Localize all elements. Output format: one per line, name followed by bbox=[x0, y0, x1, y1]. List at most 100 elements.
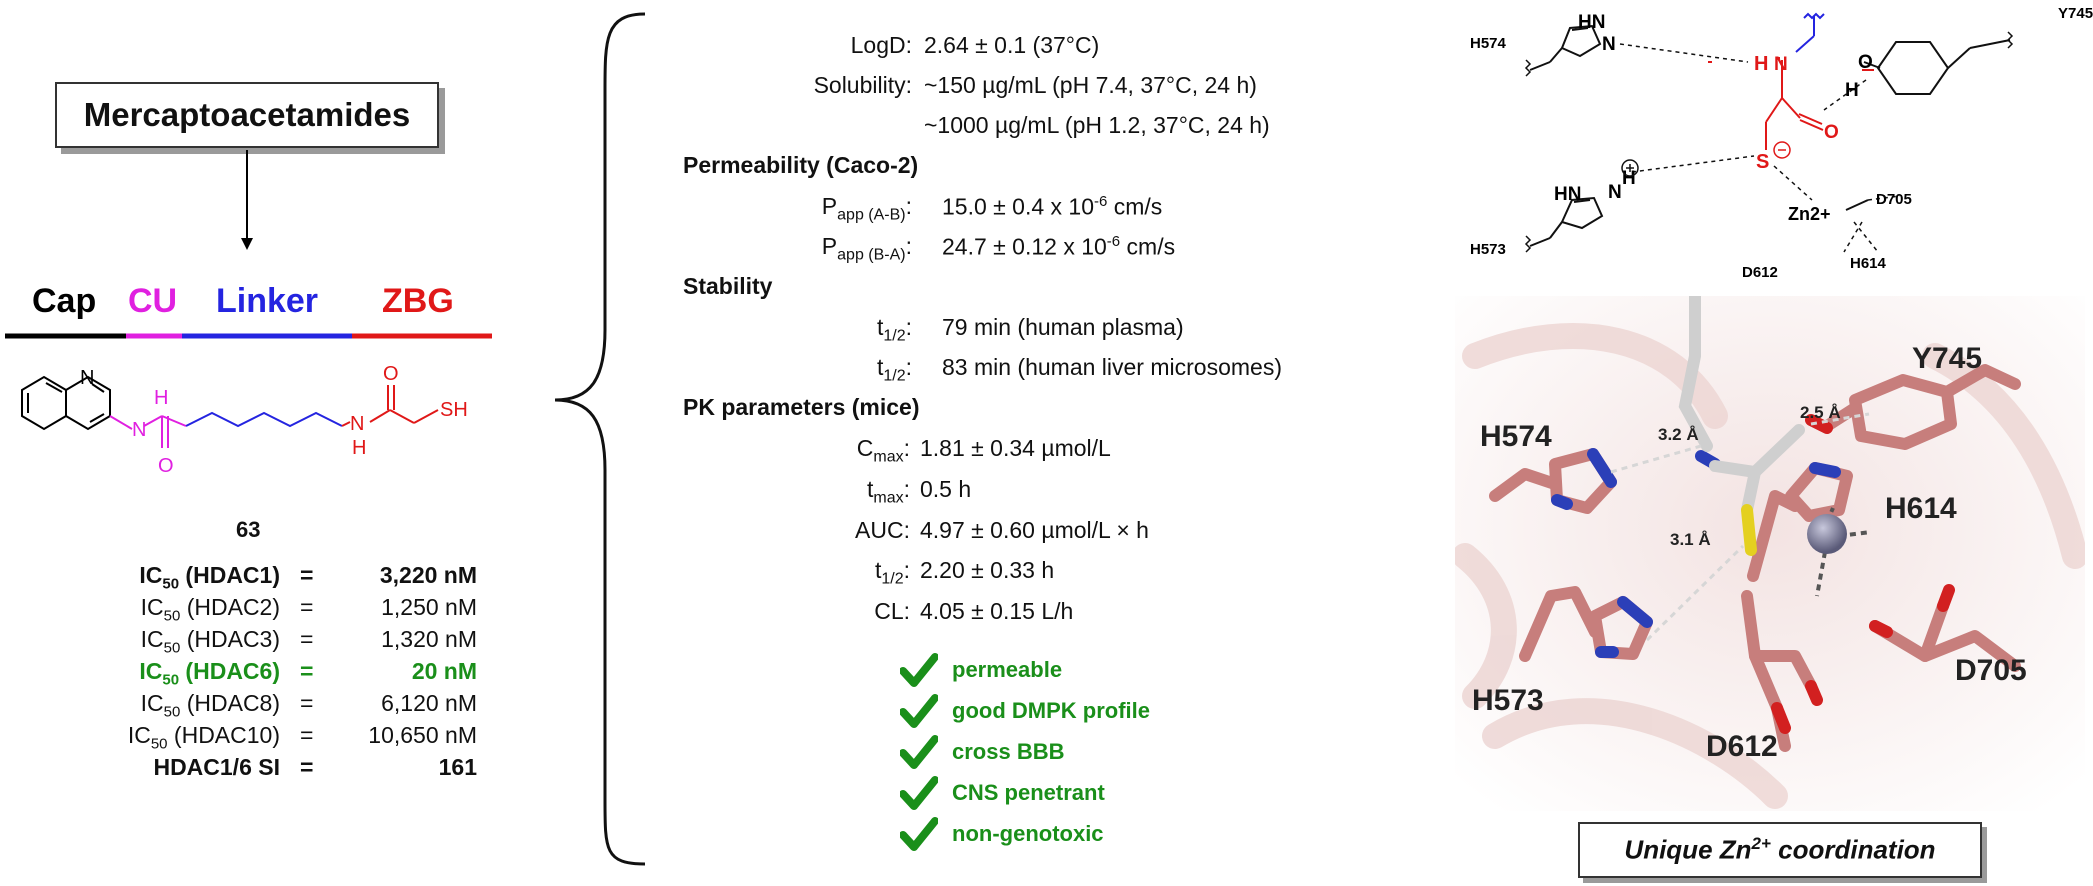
scheme-hn-h573: HN bbox=[1554, 184, 1581, 205]
pk-heading: PK parameters (mice) bbox=[683, 394, 920, 420]
ic50-label: IC50 (HDAC6) bbox=[139, 658, 280, 689]
positive-charge-icon bbox=[1621, 159, 1639, 177]
si-eq: = bbox=[300, 754, 314, 780]
green-checkmark-icon bbox=[900, 653, 938, 687]
scheme-d612: D612 bbox=[1742, 264, 1778, 281]
scheme-thiolate: S bbox=[1756, 151, 1769, 173]
pk-half-life-label: t1/2: bbox=[874, 557, 910, 588]
solubility-label: Solubility: bbox=[813, 72, 912, 98]
auc-value: 4.97 ± 0.60 µmol/L × h bbox=[920, 517, 1149, 543]
solubility-value-2: ~1000 µg/mL (pH 1.2, 37°C, 24 h) bbox=[924, 112, 1270, 138]
check-item: CNS penetrant bbox=[900, 775, 1105, 811]
ic50-row-hdac2: IC50 (HDAC2) = 1,250 nM bbox=[60, 594, 477, 627]
ic50-row-hdac6: IC50 (HDAC6) = 20 nM bbox=[60, 658, 477, 691]
down-arrow-head bbox=[241, 238, 253, 250]
plasma-half-life-value: 79 min (human plasma) bbox=[942, 314, 1184, 340]
render-d705: D705 bbox=[1955, 654, 2027, 687]
papp-ab-value: 15.0 ± 0.4 x 10-6 cm/s bbox=[942, 193, 1163, 220]
selectivity-index-row: HDAC1/6 SI = 161 bbox=[60, 754, 477, 787]
cl-value: 4.05 ± 0.15 L/h bbox=[920, 598, 1074, 624]
compound-63-structure: N H N O N H O SH bbox=[21, 363, 468, 477]
negative-charge-icon bbox=[1773, 141, 1791, 159]
scheme-zn: Zn2+ bbox=[1788, 204, 1831, 224]
scheme-hn-h574: HN bbox=[1578, 12, 1605, 33]
caption-text: Unique Zn2+ coordination bbox=[1624, 834, 1936, 865]
scheme-phenol-hydrogen: H bbox=[1845, 80, 1859, 101]
series-title-box: Mercaptoacetamides bbox=[55, 82, 439, 148]
ic50-eq: = bbox=[300, 594, 314, 620]
series-title: Mercaptoacetamides bbox=[83, 96, 411, 133]
scheme-amide-n: N bbox=[1774, 54, 1788, 75]
cl-label: CL: bbox=[874, 598, 910, 624]
check-label: cross BBB bbox=[952, 739, 1065, 764]
tmax-label: tmax: bbox=[866, 476, 910, 507]
ic50-eq: = bbox=[300, 562, 314, 588]
ic50-value: 1,320 nM bbox=[381, 626, 477, 652]
check-label: CNS penetrant bbox=[952, 780, 1105, 805]
ic50-label: IC50 (HDAC2) bbox=[140, 594, 280, 625]
scheme-y745: Y745 bbox=[2058, 5, 2093, 22]
green-checkmark-icon bbox=[900, 817, 938, 851]
check-label: non-genotoxic bbox=[952, 821, 1104, 846]
check-label: good DMPK profile bbox=[952, 698, 1150, 723]
ic50-label: IC50 (HDAC3) bbox=[140, 626, 280, 657]
scheme-h574: H574 bbox=[1470, 35, 1507, 52]
distance-3-2: 3.2 Å bbox=[1658, 425, 1699, 444]
scheme-n-h573: N bbox=[1608, 182, 1622, 203]
ic50-row-hdac10: IC50 (HDAC10) = 10,650 nM bbox=[60, 722, 477, 755]
check-item: good DMPK profile bbox=[900, 693, 1150, 729]
scheme-imidazolium-hydrogen: H bbox=[1622, 168, 1636, 189]
papp-ba-value: 24.7 ± 0.12 x 10-6 cm/s bbox=[942, 233, 1176, 260]
scheme-nh-hydrogen: H bbox=[1754, 53, 1768, 75]
render-y745: Y745 bbox=[1912, 342, 1983, 375]
green-checkmark-icon bbox=[900, 776, 938, 810]
render-h574: H574 bbox=[1480, 420, 1552, 453]
cmax-label: Cmax: bbox=[856, 435, 910, 466]
check-item: permeable bbox=[900, 652, 1062, 688]
sulfur-atom bbox=[1741, 504, 1757, 556]
crystal-structure-render bbox=[1455, 296, 2085, 811]
check-label: permeable bbox=[952, 657, 1063, 682]
ic50-value: 20 nM bbox=[411, 658, 477, 684]
plasma-half-life-label: t1/2: bbox=[876, 314, 912, 345]
zinc-ion-sphere bbox=[1807, 514, 1847, 554]
ic50-row-hdac3: IC50 (HDAC3) = 1,320 nM bbox=[60, 626, 477, 659]
zinc-coordination-caption: Unique Zn2+ coordination bbox=[1578, 822, 1982, 878]
distance-2-5: 2.5 Å bbox=[1800, 403, 1841, 422]
zbg-label: ZBG bbox=[382, 282, 454, 320]
scheme-h614: H614 bbox=[1850, 255, 1887, 272]
distance-3-1: 3.1 Å bbox=[1670, 530, 1711, 549]
atom-h1: H bbox=[154, 387, 168, 409]
zinc-binding-scheme: H574 H573 Y745 D705 D612 H614 Zn2+ S HN … bbox=[1470, 5, 2093, 281]
ic50-eq: = bbox=[300, 626, 314, 652]
scheme-amide-o: O bbox=[1824, 122, 1839, 143]
cap-label: Cap bbox=[32, 282, 97, 320]
si-label: HDAC1/6 SI bbox=[153, 754, 280, 780]
logd-label: LogD: bbox=[850, 32, 912, 58]
logd-value: 2.64 ± 0.1 (37°C) bbox=[924, 32, 1100, 58]
ic50-label: IC50 (HDAC1) bbox=[139, 562, 280, 593]
green-checkmark-icon bbox=[900, 694, 938, 728]
check-item: non-genotoxic bbox=[900, 816, 1104, 852]
ic50-eq: = bbox=[300, 690, 314, 716]
ic50-value: 3,220 nM bbox=[379, 562, 477, 588]
render-d612: D612 bbox=[1706, 730, 1778, 763]
compound-number: 63 bbox=[236, 517, 261, 542]
permeability-heading: Permeability (Caco-2) bbox=[683, 152, 919, 178]
si-value: 161 bbox=[438, 754, 477, 780]
render-h614: H614 bbox=[1885, 492, 1957, 525]
scheme-n-h574: N bbox=[1602, 34, 1616, 55]
scheme-phenol-oxygen: O bbox=[1858, 52, 1873, 73]
atom-h2: H bbox=[352, 437, 366, 459]
solubility-value-1: ~150 µg/mL (pH 7.4, 37°C, 24 h) bbox=[924, 72, 1257, 98]
auc-label: AUC: bbox=[855, 517, 910, 543]
atom-o1: O bbox=[158, 455, 174, 477]
ic50-label: IC50 (HDAC10) bbox=[127, 722, 280, 753]
papp-ba-label: Papp (B-A): bbox=[821, 233, 912, 264]
papp-ab-label: Papp (A-B): bbox=[821, 193, 912, 224]
cmax-value: 1.81 ± 0.34 µmol/L bbox=[920, 435, 1111, 461]
ic50-value: 6,120 nM bbox=[381, 690, 477, 716]
tmax-value: 0.5 h bbox=[920, 476, 972, 502]
ic50-eq: = bbox=[300, 722, 314, 748]
ic50-value: 10,650 nM bbox=[368, 722, 477, 748]
